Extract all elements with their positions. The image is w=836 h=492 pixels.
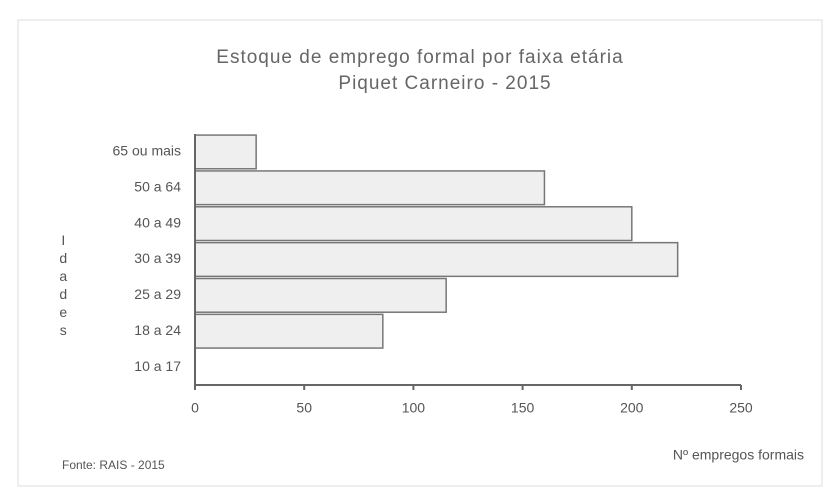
x-tick-label: 50 (296, 400, 312, 416)
bar (194, 134, 257, 170)
y-tick-label: 50 a 64 (134, 178, 181, 194)
y-axis-label: Idades (55, 232, 71, 340)
x-tick-label: 200 (620, 400, 644, 416)
chart-subtitle: Piquet Carneiro - 2015 (338, 73, 551, 94)
y-tick-label: 25 a 29 (134, 286, 181, 302)
chart-title: Estoque de emprego formal por faixa etár… (216, 47, 623, 68)
bar (194, 313, 384, 349)
source-note: Fonte: RAIS - 2015 (62, 458, 165, 472)
y-tick-label: 10 a 17 (134, 358, 181, 374)
y-tick-label: 18 a 24 (134, 322, 181, 338)
y-tick-label: 30 a 39 (134, 250, 181, 266)
y-tick-label: 40 a 49 (134, 214, 181, 230)
bar (194, 206, 633, 242)
x-tick-label: 0 (191, 400, 199, 416)
x-tick-label: 100 (402, 400, 426, 416)
y-tick-label: 65 ou mais (113, 143, 181, 159)
x-tick-label: 150 (511, 400, 535, 416)
bar (194, 241, 679, 278)
bar (194, 170, 546, 206)
x-axis-label: Nº empregos formais (673, 447, 804, 463)
bar (194, 277, 447, 313)
x-tick-label: 250 (729, 400, 753, 416)
